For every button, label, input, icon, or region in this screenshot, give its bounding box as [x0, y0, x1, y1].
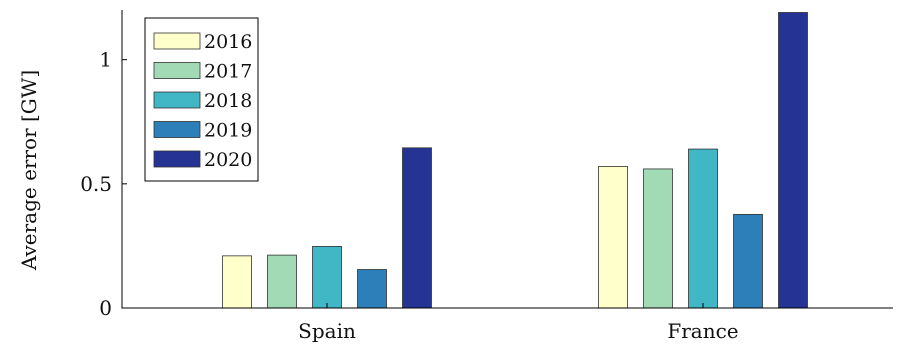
- bars: [222, 12, 808, 309]
- bar-france-2018: [688, 148, 718, 309]
- x-axis-ticks: Spain France: [298, 303, 739, 343]
- legend-swatch-2018: [153, 91, 201, 109]
- bar-france-2017: [643, 168, 673, 309]
- y-tick-label: 0: [99, 296, 112, 320]
- y-tick-label: 0.5: [80, 172, 112, 196]
- axis-lines: [121, 10, 893, 309]
- bar-france-2020: [778, 12, 808, 309]
- legend-swatch-2020: [153, 150, 201, 168]
- legend: 2016 2017 2018 2019 2020: [144, 17, 259, 182]
- legend-label-2020: 2020: [204, 149, 252, 171]
- legend-label-2018: 2018: [204, 90, 252, 112]
- bar-spain-2019: [357, 269, 387, 309]
- bar-spain-2016: [222, 255, 252, 309]
- bar-spain-2020: [402, 147, 432, 309]
- legend-label-2016: 2016: [204, 31, 252, 53]
- x-tick-label: Spain: [298, 319, 356, 343]
- bar-spain-2017: [267, 254, 297, 309]
- bar-france-2019: [733, 213, 763, 309]
- legend-label-2019: 2019: [204, 120, 252, 142]
- bar-france-2016: [598, 166, 628, 309]
- axes: [121, 10, 893, 309]
- y-tick-label: 1: [99, 48, 112, 72]
- legend-swatch-2019: [153, 121, 201, 138]
- legend-label-2017: 2017: [204, 61, 252, 83]
- bar-spain-2018: [312, 246, 342, 309]
- legend-swatch-2017: [153, 62, 201, 79]
- y-axis-ticks: 00.51: [80, 48, 127, 320]
- x-tick-label: France: [667, 319, 738, 343]
- y-axis-label: Average error [GW]: [17, 70, 41, 271]
- legend-swatch-2016: [153, 32, 201, 50]
